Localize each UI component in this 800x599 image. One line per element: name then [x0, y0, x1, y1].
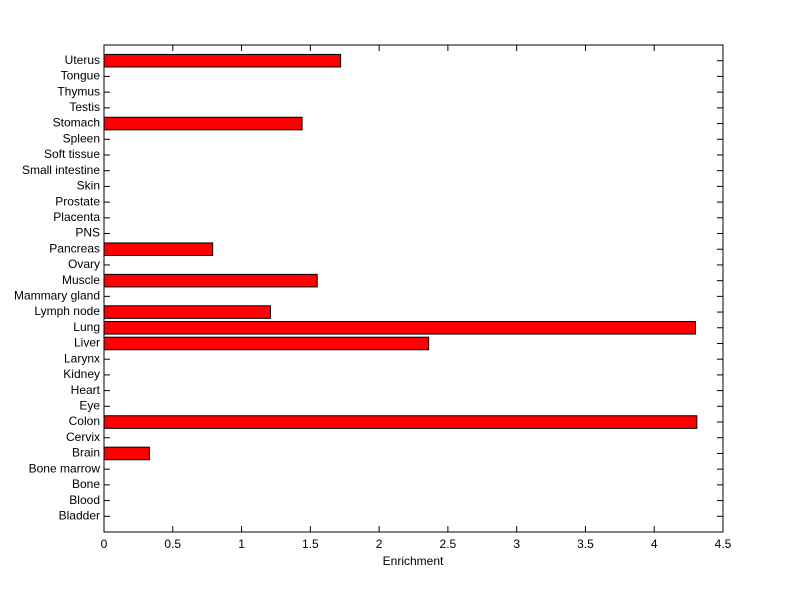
x-tick-label: 2.5 — [440, 537, 457, 551]
y-tick-label: Placenta — [53, 210, 100, 224]
y-tick-label: Bladder — [59, 508, 100, 522]
y-tick-label: Eye — [79, 398, 100, 412]
y-tick-label: Liver — [74, 336, 100, 350]
y-tick-label: Colon — [69, 414, 100, 428]
x-tick-label: 0.5 — [164, 537, 181, 551]
y-tick-label: Heart — [71, 383, 101, 397]
y-tick-label: Bone — [72, 477, 100, 491]
x-tick-label: 3.5 — [577, 537, 594, 551]
bar — [103, 320, 696, 335]
y-tick-label: Kidney — [63, 367, 100, 381]
bar — [103, 415, 698, 429]
x-tick-label: 1.5 — [302, 537, 319, 551]
bar — [103, 446, 150, 461]
x-tick-label: 3 — [513, 537, 520, 551]
bar — [103, 305, 271, 319]
y-tick-label: Small intestine — [22, 163, 100, 177]
y-tick-label: Tongue — [61, 69, 101, 83]
y-tick-label: PNS — [75, 226, 100, 240]
bar — [103, 242, 214, 257]
y-tick-label: Testis — [69, 100, 100, 114]
y-tick-label: Ovary — [68, 257, 100, 271]
bar — [103, 273, 318, 288]
y-tick-label: Lung — [73, 320, 100, 334]
y-tick-label: Muscle — [62, 273, 100, 287]
y-tick-label: Larynx — [64, 351, 100, 365]
x-tick-label: 2 — [376, 537, 383, 551]
x-tick-label: 0 — [101, 537, 108, 551]
bar — [103, 53, 342, 68]
x-axis-label: Enrichment — [383, 554, 444, 568]
y-tick-label: Lymph node — [34, 304, 100, 318]
bar — [103, 336, 430, 351]
y-tick-label: Brain — [72, 446, 100, 460]
x-tick-label: 4 — [651, 537, 658, 551]
y-tick-label: Thymus — [57, 84, 100, 98]
y-tick-label: Uterus — [65, 53, 100, 67]
y-tick-label: Soft tissue — [44, 147, 100, 161]
y-tick-label: Prostate — [55, 194, 100, 208]
axes-box — [103, 44, 724, 533]
y-tick-label: Blood — [69, 493, 100, 507]
y-tick-label: Spleen — [63, 131, 100, 145]
y-tick-label: Mammary gland — [14, 289, 100, 303]
y-tick-label: Pancreas — [49, 241, 100, 255]
y-tick-label: Cervix — [66, 430, 100, 444]
y-tick-label: Bone marrow — [29, 461, 101, 475]
x-tick-label: 4.5 — [715, 537, 732, 551]
y-tick-label: Skin — [77, 179, 100, 193]
y-tick-label: Stomach — [53, 116, 100, 130]
x-tick-label: 1 — [238, 537, 245, 551]
bar — [103, 116, 303, 131]
